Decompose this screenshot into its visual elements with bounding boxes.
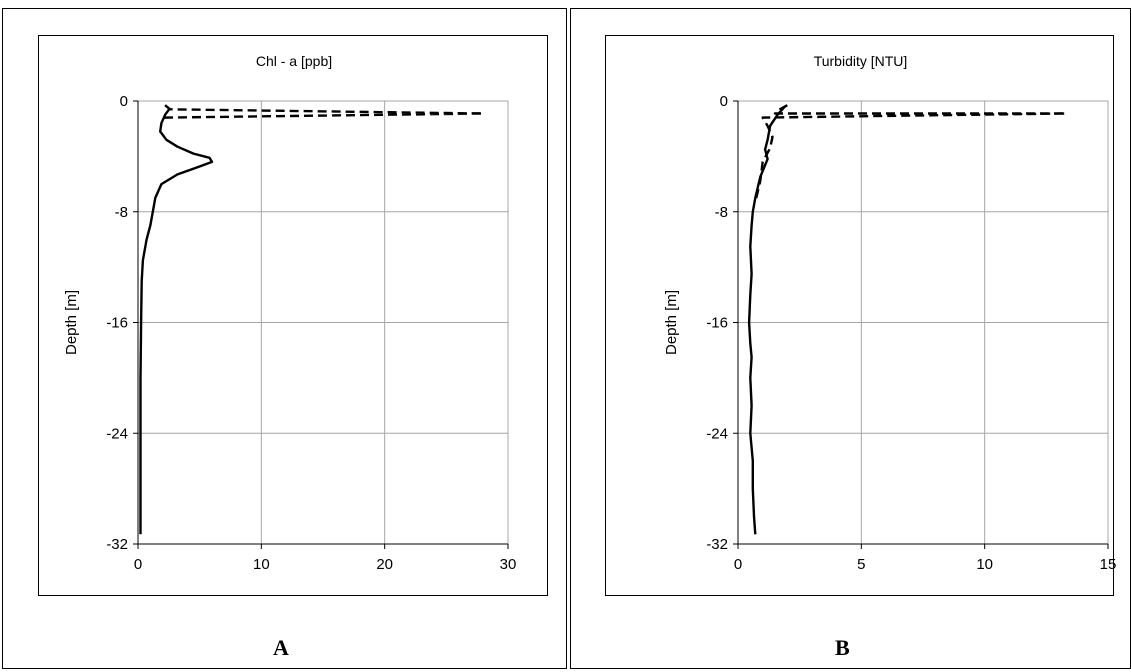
x-tick-label: 30 <box>500 556 517 573</box>
y-tick-label: -24 <box>106 425 128 442</box>
x-tick-label: 15 <box>1100 556 1117 573</box>
series-line-solid <box>139 107 214 535</box>
series-line-dashed <box>160 104 485 123</box>
y-tick-label: -16 <box>106 315 128 332</box>
chart-title-a: Chl - a [ppb] <box>255 53 333 69</box>
x-tick-label: 10 <box>253 556 270 573</box>
x-tick-label: 20 <box>376 556 393 573</box>
y-tick-label: 0 <box>720 93 728 110</box>
panel-a: Chl - a [ppb] 0 -8 -16 -24 -32 0 10 20 30 Depth [… <box>2 8 567 669</box>
y-tick-label: -8 <box>115 204 128 221</box>
y-tick-label: -32 <box>106 536 128 553</box>
y-tick-label: -24 <box>706 425 728 442</box>
panel-letter-a: A <box>273 635 289 660</box>
x-tick-label: 0 <box>134 556 142 573</box>
chart-b: 0 -8 -16 -24 -32 0 5 10 15 Depth [m] <box>663 93 1117 573</box>
chart-area-b: Turbidity [NTU] 0 -8 -16 -24 -32 0 5 10 15 Depth … <box>605 35 1117 596</box>
series-line-solid <box>747 105 786 535</box>
chart-a: 0 -8 -16 -24 -32 0 10 20 30 Depth [m] <box>63 93 517 573</box>
x-tick-label: 10 <box>976 556 993 573</box>
panel-b: Turbidity [NTU] 0 -8 -16 -24 -32 0 5 10 15 Depth … <box>570 8 1131 669</box>
panel-letter-b: B <box>835 635 850 660</box>
y-tick-label: 0 <box>120 93 128 110</box>
y-tick-label: -16 <box>706 315 728 332</box>
y-axis-label: Depth [m] <box>663 290 680 355</box>
chart-area-a: Chl - a [ppb] 0 -8 -16 -24 -32 0 10 20 30 Depth [… <box>38 35 548 596</box>
x-tick-label: 0 <box>734 556 742 573</box>
x-tick-label: 5 <box>857 556 865 573</box>
y-tick-label: -8 <box>715 204 728 221</box>
y-tick-label: -32 <box>706 536 728 553</box>
series-line-dashed <box>754 104 1068 203</box>
chart-title-b: Turbidity [NTU] <box>813 53 908 69</box>
y-axis-label: Depth [m] <box>63 290 80 355</box>
